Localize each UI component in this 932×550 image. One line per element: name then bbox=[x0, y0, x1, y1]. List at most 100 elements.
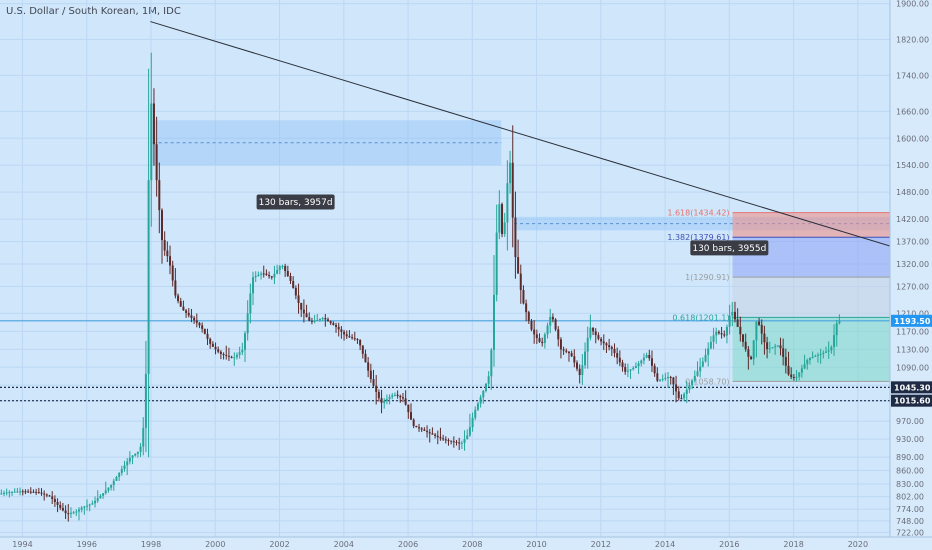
candle-body-14 bbox=[37, 492, 40, 494]
candle-body-244 bbox=[653, 365, 656, 374]
candle-body-204 bbox=[546, 325, 549, 335]
candle-body-75 bbox=[201, 325, 204, 329]
candle-body-280 bbox=[750, 356, 753, 360]
candle-body-221 bbox=[592, 327, 595, 332]
candle-body-5 bbox=[13, 491, 16, 493]
candle-body-158 bbox=[423, 429, 426, 431]
candle-body-61 bbox=[163, 240, 166, 251]
candle-body-146 bbox=[391, 395, 394, 398]
candle-body-247 bbox=[661, 378, 664, 380]
candle-body-130 bbox=[348, 336, 351, 338]
fib-zone-3 bbox=[732, 317, 890, 382]
price-level-tag-1 bbox=[891, 394, 932, 407]
price-level-tag-label-2: 1193.50 bbox=[894, 317, 931, 326]
candle-body-191 bbox=[511, 162, 514, 218]
candle-body-169 bbox=[452, 441, 455, 443]
candle-body-160 bbox=[428, 432, 431, 434]
candle-body-9 bbox=[24, 491, 27, 493]
candle-body-199 bbox=[533, 329, 536, 335]
candle-body-213 bbox=[570, 353, 573, 357]
candle-body-237 bbox=[634, 366, 637, 369]
candle-body-151 bbox=[404, 398, 407, 405]
candle-body-270 bbox=[723, 334, 726, 336]
candle-body-126 bbox=[337, 326, 340, 330]
candle-body-207 bbox=[554, 319, 557, 330]
candle-body-233 bbox=[624, 367, 627, 372]
candle-body-301 bbox=[806, 359, 809, 365]
candle-body-238 bbox=[637, 363, 640, 367]
candle-body-239 bbox=[640, 360, 643, 364]
time-axis-panel bbox=[0, 537, 932, 550]
y-tick-label-11: 1090.00 bbox=[896, 363, 929, 372]
candle-body-274 bbox=[733, 311, 736, 320]
candle-body-136 bbox=[364, 353, 367, 363]
x-tick-label-2: 1998 bbox=[141, 540, 161, 549]
candle-body-22 bbox=[59, 504, 62, 508]
candle-body-306 bbox=[819, 353, 822, 355]
candle-body-115 bbox=[308, 317, 311, 321]
candle-body-71 bbox=[190, 315, 193, 318]
candle-body-235 bbox=[629, 369, 632, 371]
candle-body-225 bbox=[602, 341, 605, 344]
candle-body-203 bbox=[543, 334, 546, 344]
candle-body-102 bbox=[273, 273, 276, 278]
candle-body-129 bbox=[345, 334, 348, 337]
candle-body-298 bbox=[798, 372, 801, 377]
candle-body-149 bbox=[399, 395, 402, 398]
candle-body-224 bbox=[600, 338, 603, 342]
candle-body-252 bbox=[675, 384, 678, 392]
candle-body-217 bbox=[581, 365, 584, 376]
candle-body-124 bbox=[332, 323, 335, 325]
candle-body-104 bbox=[278, 266, 281, 270]
candle-body-47 bbox=[126, 461, 129, 466]
candle-body-78 bbox=[209, 338, 212, 344]
candle-body-283 bbox=[758, 321, 761, 325]
candle-body-94 bbox=[252, 277, 255, 294]
candle-body-218 bbox=[584, 351, 587, 366]
candle-body-25 bbox=[67, 513, 70, 515]
candle-body-232 bbox=[621, 362, 624, 368]
candle-body-114 bbox=[305, 313, 308, 318]
candle-body-31 bbox=[83, 506, 86, 508]
candle-body-295 bbox=[790, 374, 793, 378]
candle-body-85 bbox=[227, 355, 230, 357]
candle-body-310 bbox=[830, 346, 833, 351]
candle-body-83 bbox=[222, 353, 225, 355]
candle-body-290 bbox=[776, 345, 779, 347]
y-tick-label-22: 1660.00 bbox=[896, 107, 929, 116]
candle-body-265 bbox=[709, 341, 712, 349]
candle-body-236 bbox=[632, 368, 635, 370]
candle-body-187 bbox=[501, 204, 504, 235]
candle-body-293 bbox=[784, 357, 787, 366]
candle-body-127 bbox=[340, 329, 343, 332]
candle-body-186 bbox=[498, 204, 501, 233]
candle-body-197 bbox=[527, 312, 530, 321]
price-level-tag-2 bbox=[891, 314, 932, 327]
candle-body-13 bbox=[35, 491, 38, 493]
candle-body-210 bbox=[562, 349, 565, 351]
x-tick-label-5: 2004 bbox=[334, 540, 354, 549]
candle-body-164 bbox=[439, 437, 442, 439]
candle-body-255 bbox=[683, 393, 686, 399]
candle-body-173 bbox=[463, 439, 466, 443]
candle-body-150 bbox=[401, 397, 404, 399]
candle-body-59 bbox=[158, 180, 161, 211]
x-tick-label-12: 2018 bbox=[783, 540, 803, 549]
x-tick-label-7: 2008 bbox=[462, 540, 482, 549]
candle-body-56 bbox=[150, 103, 153, 181]
candle-body-229 bbox=[613, 348, 616, 354]
candle-body-178 bbox=[476, 403, 479, 410]
candle-body-220 bbox=[589, 327, 592, 338]
candle-body-308 bbox=[825, 351, 828, 353]
candle-body-281 bbox=[752, 340, 755, 360]
y-tick-label-17: 1370.00 bbox=[896, 238, 929, 247]
candle-body-67 bbox=[179, 301, 182, 307]
candle-body-311 bbox=[833, 335, 836, 347]
y-tick-label-5: 860.00 bbox=[896, 467, 924, 476]
candle-body-284 bbox=[760, 324, 763, 334]
candle-body-34 bbox=[91, 503, 94, 505]
candle-body-302 bbox=[808, 357, 811, 360]
candle-body-194 bbox=[519, 273, 522, 291]
candle-body-240 bbox=[642, 357, 645, 361]
